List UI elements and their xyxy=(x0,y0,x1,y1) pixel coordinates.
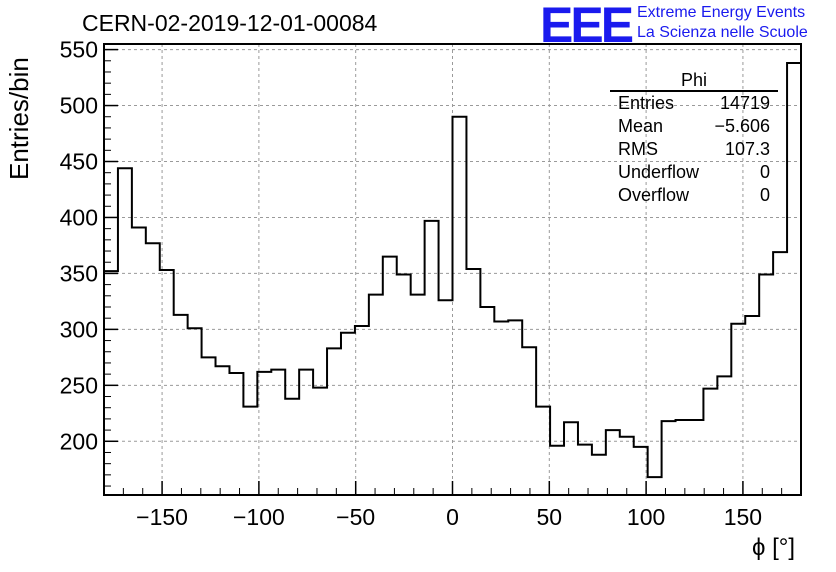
y-tick-label: 500 xyxy=(60,93,98,119)
y-tick-label: 200 xyxy=(60,428,98,454)
stats-title: Phi xyxy=(610,70,778,92)
stats-value: 0 xyxy=(759,185,770,205)
stats-label: Overflow xyxy=(618,185,690,205)
stats-value: 107.3 xyxy=(724,139,770,159)
x-tick-label: 0 xyxy=(446,504,459,530)
x-tick-label: −150 xyxy=(136,504,188,530)
y-tick-label: 250 xyxy=(60,372,98,398)
stats-row-entries: Entries 14719 xyxy=(610,92,778,115)
y-tick-label: 450 xyxy=(60,149,98,175)
stats-value: 14719 xyxy=(719,93,770,113)
eee-logo: EEE xyxy=(540,0,634,53)
x-tick-label: −100 xyxy=(233,504,285,530)
chart-title: CERN-02-2019-12-01-00084 xyxy=(82,10,378,36)
y-tick-label: 550 xyxy=(60,37,98,63)
stats-label: Entries xyxy=(618,93,675,113)
stats-label: Mean xyxy=(618,116,664,136)
y-axis-label: Entries/bin xyxy=(4,57,34,180)
x-tick-label: 50 xyxy=(537,504,563,530)
y-tick-label: 350 xyxy=(60,260,98,286)
stats-row-overflow: Overflow 0 xyxy=(610,184,778,207)
stats-row-underflow: Underflow 0 xyxy=(610,161,778,184)
x-tick-label: −50 xyxy=(336,504,375,530)
x-tick-label: 150 xyxy=(724,504,762,530)
x-tick-label: 100 xyxy=(627,504,665,530)
logo-caption: Extreme Energy Events La Scienza nelle S… xyxy=(637,3,808,43)
y-tick-label: 300 xyxy=(60,316,98,342)
stats-value: 0 xyxy=(759,162,770,182)
x-axis-label: ϕ [°] xyxy=(752,534,796,561)
logo-caption-line2: La Scienza nelle Scuole xyxy=(637,24,808,41)
y-tick-label: 400 xyxy=(60,204,98,230)
stats-label: RMS xyxy=(618,139,658,159)
stats-row-mean: Mean −5.606 xyxy=(610,115,778,138)
stats-row-rms: RMS 107.3 xyxy=(610,138,778,161)
histogram-line xyxy=(103,62,801,495)
stats-label: Underflow xyxy=(618,162,700,182)
stats-box: Phi Entries 14719 Mean −5.606 RMS 107.3 … xyxy=(610,70,778,207)
stats-value: −5.606 xyxy=(714,116,770,136)
logo-caption-line1: Extreme Energy Events xyxy=(637,4,806,21)
